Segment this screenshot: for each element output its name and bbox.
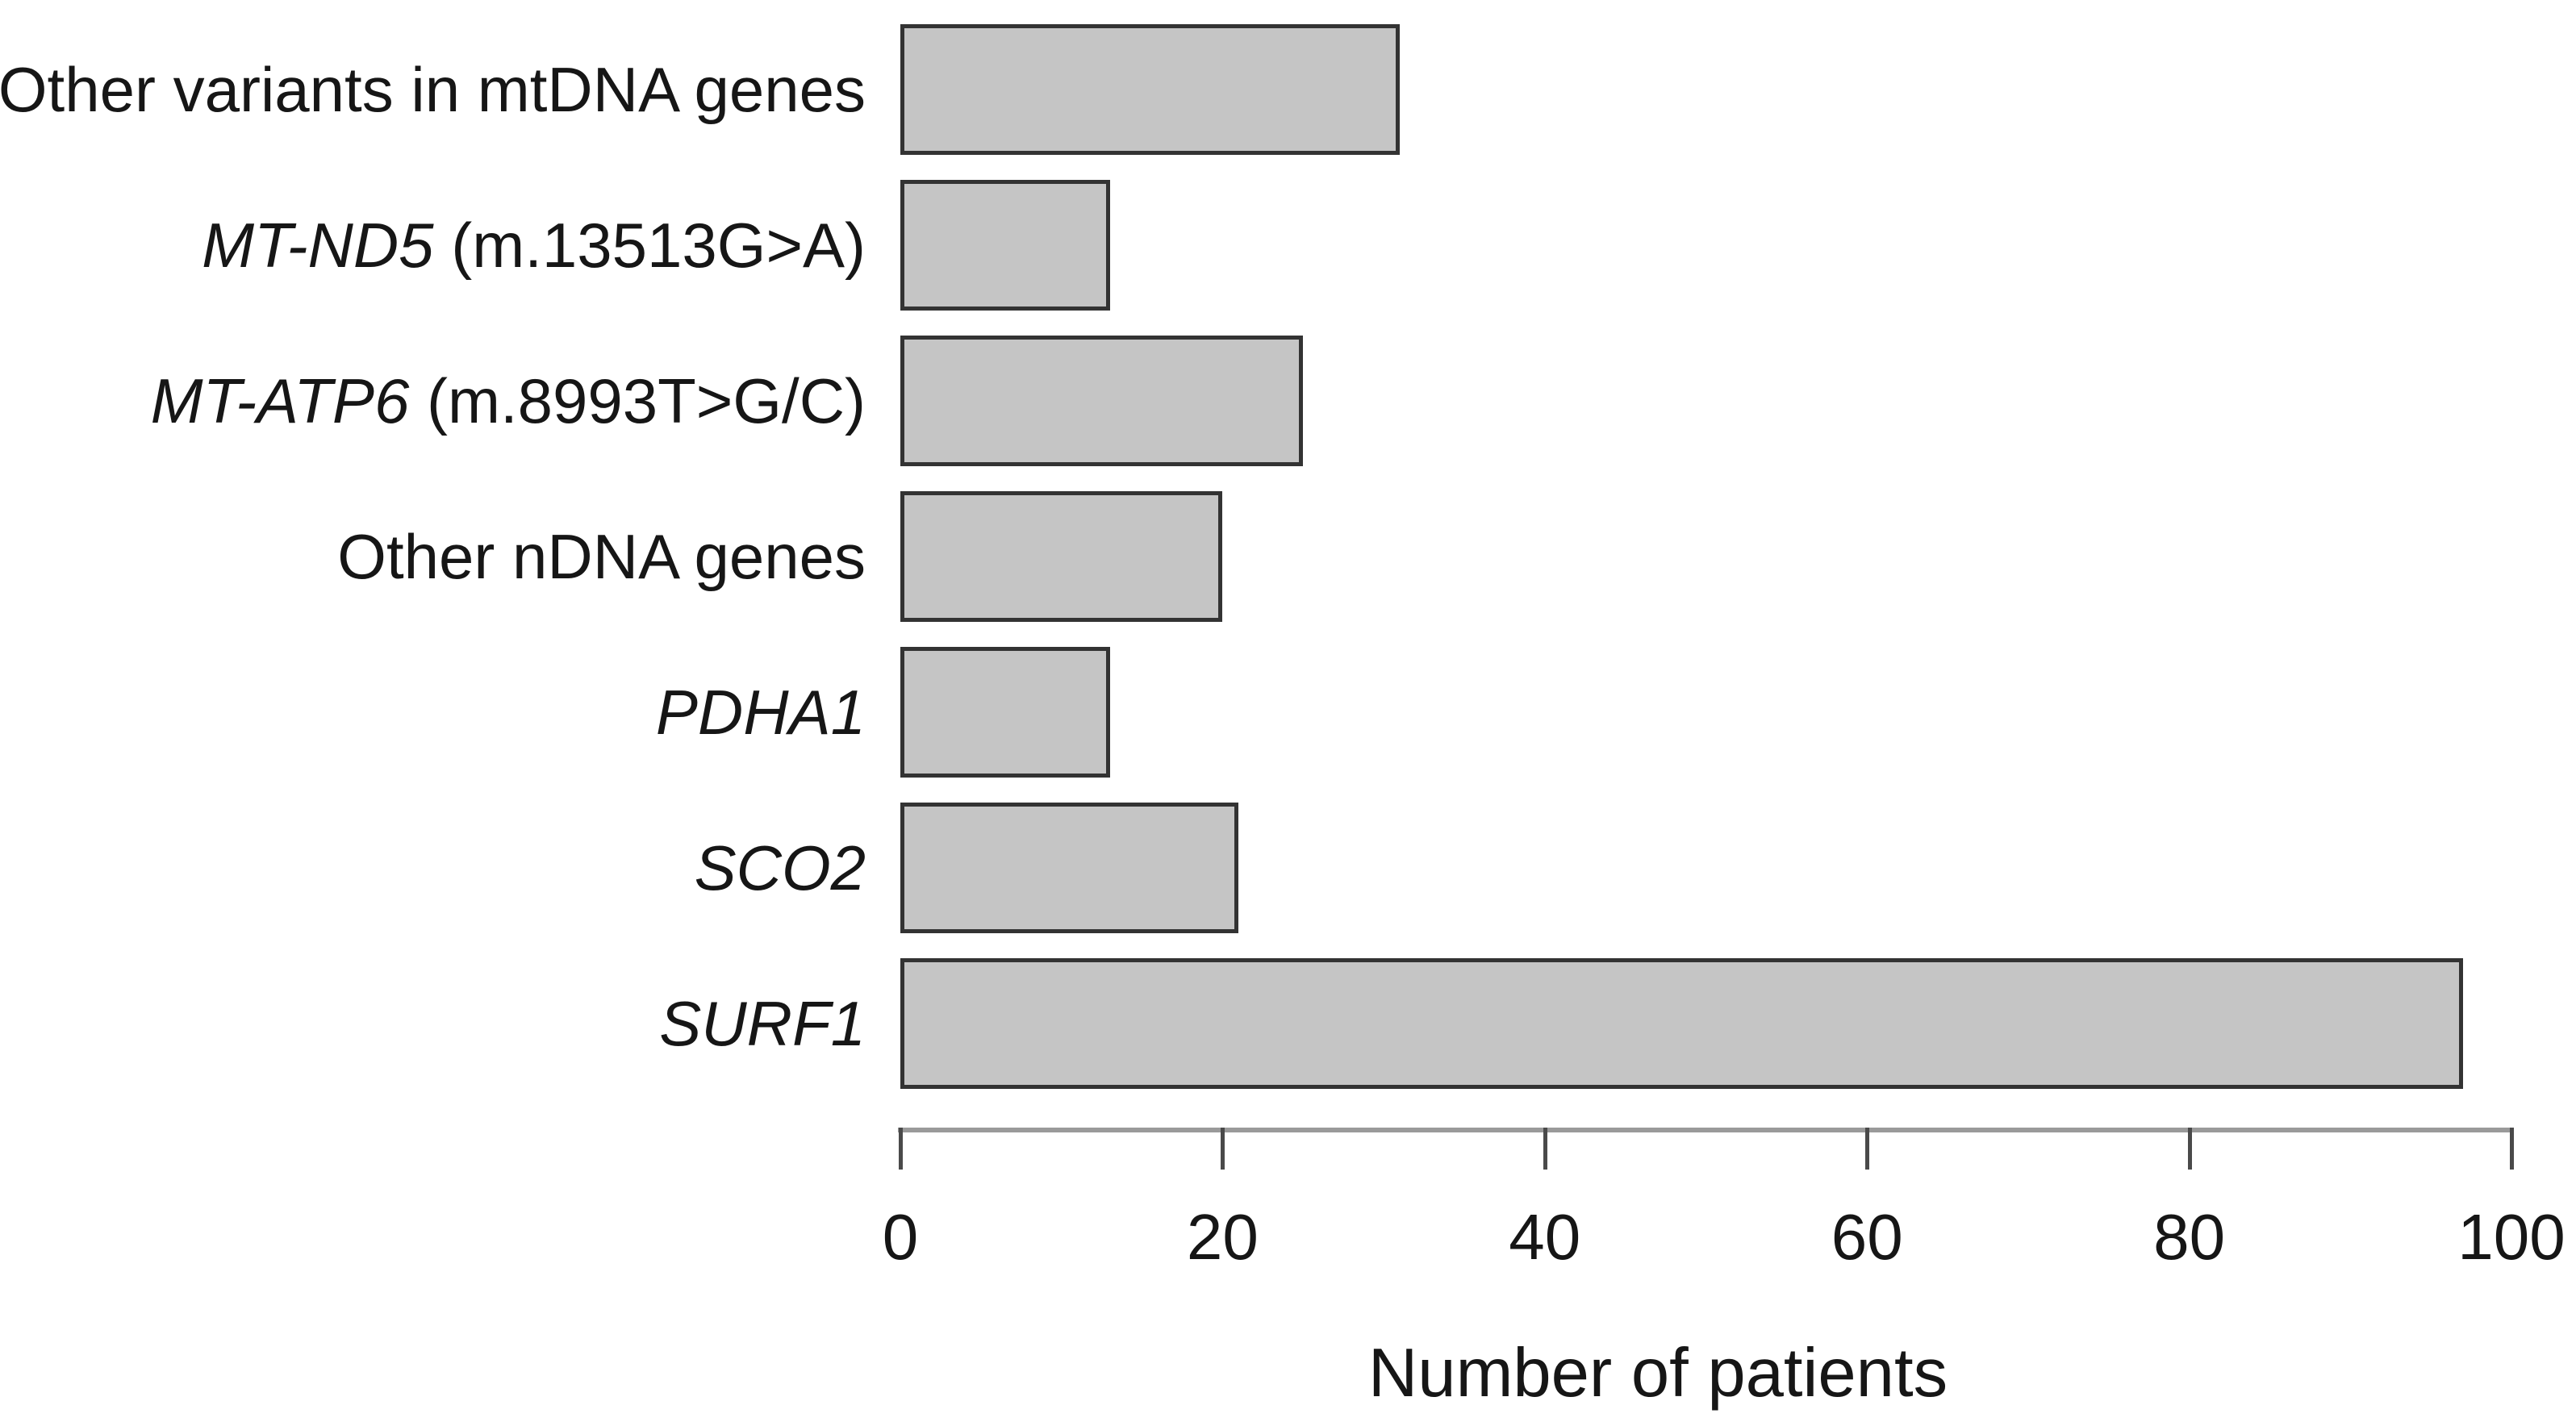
category-label: PDHA1: [0, 647, 866, 778]
x-axis-tick: [1865, 1128, 1870, 1170]
x-axis-tick: [1543, 1128, 1547, 1170]
x-axis-tick: [899, 1128, 903, 1170]
category-label: MT-ATP6 (m.8993T>G/C): [0, 336, 866, 466]
label-text: (m.8993T>G/C): [409, 365, 866, 436]
bar: [900, 24, 1401, 155]
gene-name: SURF1: [659, 987, 866, 1059]
label-text: Other nDNA genes: [337, 520, 866, 592]
gene-name: SCO2: [694, 832, 866, 903]
bar: [900, 958, 2464, 1089]
bar: [900, 647, 1110, 778]
category-label: Other nDNA genes: [0, 491, 866, 622]
x-axis-tick-label: 80: [2153, 1201, 2226, 1273]
x-axis-tick-label: 40: [1509, 1201, 1581, 1273]
x-axis-tick-label: 100: [2457, 1201, 2566, 1273]
x-axis-title: Number of patients: [1367, 1335, 1948, 1412]
x-axis-tick-label: 0: [882, 1201, 919, 1273]
bar: [900, 180, 1110, 311]
category-label: MT-ND5 (m.13513G>A): [0, 180, 866, 311]
label-text: (m.13513G>A): [433, 209, 866, 281]
label-text: Other variants in mtDNA genes: [0, 53, 866, 125]
bar: [900, 336, 1304, 466]
x-axis-tick: [2187, 1128, 2192, 1170]
x-axis-line: [898, 1128, 2514, 1132]
x-axis-tick: [2510, 1128, 2514, 1170]
gene-name: MT-ATP6: [150, 365, 410, 436]
category-label: Other variants in mtDNA genes: [0, 24, 866, 155]
x-axis-tick-label: 60: [1831, 1201, 1903, 1273]
x-axis-tick: [1221, 1128, 1225, 1170]
category-label: SURF1: [0, 958, 866, 1089]
gene-name: MT-ND5: [202, 209, 434, 281]
gene-name: PDHA1: [655, 676, 866, 748]
bar: [900, 491, 1223, 622]
category-label: SCO2: [0, 803, 866, 933]
bar: [900, 803, 1239, 933]
x-axis-tick-label: 20: [1186, 1201, 1259, 1273]
